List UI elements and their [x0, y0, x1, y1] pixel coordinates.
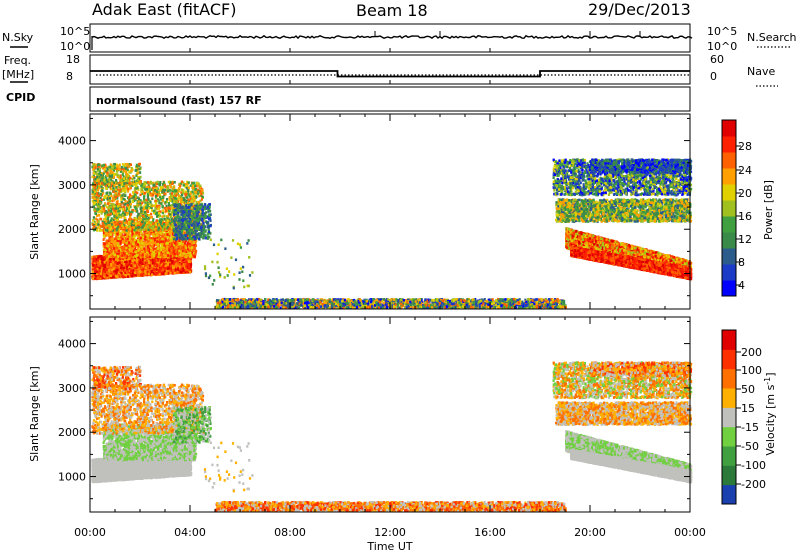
power-data-cells [91, 158, 692, 309]
freq-left-tick-bottom: 8 [66, 70, 73, 83]
freq-left-label-2: [MHz] [2, 68, 34, 81]
freq-left-tick-top: 18 [66, 53, 80, 66]
noise-right-tick-bottom: 10^0 [707, 40, 737, 53]
beam-title: Beam 18 [356, 1, 428, 20]
noise-trace [92, 36, 692, 38]
freq-right-tick-top: 60 [710, 53, 724, 66]
date-title: 29/Dec/2013 [588, 0, 691, 19]
freq-left-label-1: Freq. [4, 54, 31, 67]
noise-left-tick-top: 10^5 [60, 25, 90, 38]
station-title: Adak East (fitACF) [92, 0, 236, 19]
rti-figure: Adak East (fitACF) Beam 18 29/Dec/2013 N… [0, 0, 800, 554]
noise-right-label: N.Search [747, 31, 797, 44]
nave-label: Nave [747, 65, 775, 78]
freq-panel-frame [90, 55, 690, 84]
noise-right-tick-top: 10^5 [707, 25, 737, 38]
freq-series [90, 71, 690, 77]
cpid-label: CPID [6, 91, 35, 104]
freq-right-tick-bottom: 0 [710, 70, 717, 83]
cpid-text: normalsound (fast) 157 RF [96, 94, 262, 107]
noise-left-label: N.Sky [2, 31, 34, 44]
noise-left-tick-bottom: 10^0 [60, 40, 90, 53]
